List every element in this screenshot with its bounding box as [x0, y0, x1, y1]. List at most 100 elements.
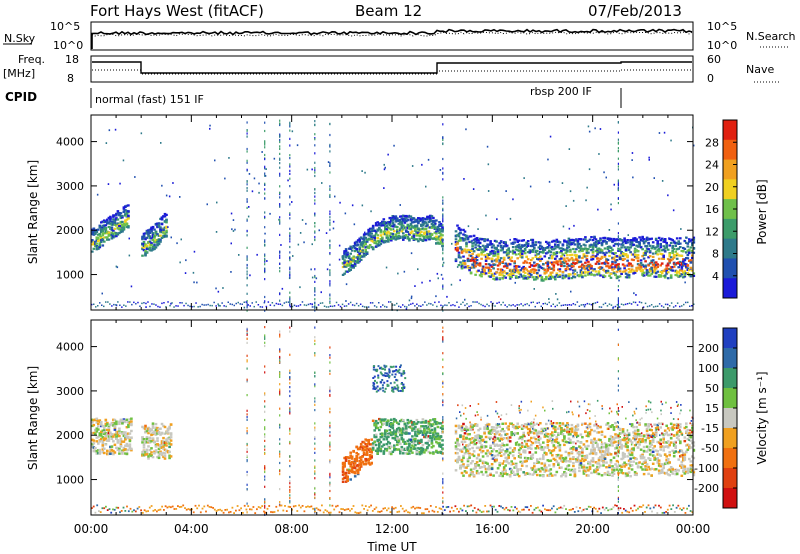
velocity-cell	[122, 448, 126, 452]
power-cell	[507, 256, 510, 259]
power-cell	[681, 305, 683, 307]
power-cell	[510, 259, 513, 263]
power-cell	[454, 248, 458, 251]
power-cell	[495, 248, 498, 251]
power-cell	[388, 220, 392, 224]
velocity-cell	[409, 448, 413, 451]
velocity-cell	[364, 443, 367, 446]
power-cell	[287, 179, 289, 182]
power-cell	[644, 245, 647, 248]
power-cell	[617, 265, 619, 268]
power-cell	[406, 236, 410, 239]
velocity-cell	[343, 472, 346, 475]
power-cell	[573, 250, 577, 253]
power-cell	[542, 247, 544, 249]
power-cell	[617, 202, 619, 205]
velocity-cell	[112, 418, 115, 421]
power-cell	[519, 269, 522, 272]
power-cell	[442, 224, 444, 227]
power-cell	[279, 222, 281, 225]
power-cell	[579, 269, 583, 272]
power-cell	[647, 237, 650, 240]
power-cell	[531, 276, 535, 279]
velocity-cell	[471, 446, 474, 450]
power-cell	[156, 226, 159, 229]
power-cell	[238, 254, 240, 256]
velocity-cell	[486, 449, 489, 452]
power-cell	[516, 244, 519, 247]
velocity-cell	[418, 439, 422, 443]
power-cell	[179, 196, 181, 198]
velocity-cell	[352, 466, 355, 469]
power-cell	[125, 218, 129, 221]
power-cell	[530, 259, 533, 262]
velocity-cell	[487, 423, 491, 426]
power-cell	[279, 303, 282, 305]
velocity-cell	[95, 436, 99, 439]
power-cell	[364, 250, 367, 253]
power-cell	[387, 222, 390, 225]
power-cell	[593, 268, 596, 271]
velocity-cell	[157, 444, 161, 447]
power-cell	[632, 258, 635, 262]
power-cell	[145, 247, 149, 250]
power-cell	[575, 239, 578, 242]
power-cell	[675, 272, 679, 275]
power-cell	[656, 270, 659, 273]
power-cell	[686, 245, 690, 248]
power-cell	[343, 272, 346, 275]
velocity-cell	[147, 431, 150, 435]
power-cell	[573, 276, 577, 279]
power-cell	[347, 269, 351, 272]
power-cell	[433, 223, 437, 226]
power-cell	[418, 305, 420, 307]
power-cell	[279, 262, 281, 265]
power-cell	[442, 196, 444, 199]
velocity-cell	[439, 426, 443, 429]
power-cell	[520, 245, 524, 249]
date-title: 07/Feb/2013	[588, 2, 682, 20]
power-cell	[122, 206, 126, 209]
power-cell	[319, 302, 322, 304]
velocity-cell	[368, 457, 372, 460]
power-cell	[110, 231, 114, 234]
power-cell	[513, 238, 516, 241]
power-cell	[98, 232, 102, 236]
velocity-cell	[478, 441, 482, 444]
power-cell	[534, 269, 538, 272]
velocity-cell	[374, 449, 378, 452]
velocity-cell	[115, 435, 118, 438]
power-cell	[160, 142, 162, 144]
power-cell	[548, 277, 551, 280]
velocity-cell	[347, 460, 351, 464]
power-cell	[400, 220, 404, 223]
cpid-label: CPID	[5, 90, 37, 104]
power-cell	[636, 257, 640, 260]
power-cell	[408, 239, 411, 242]
velocity-cell	[466, 451, 470, 455]
power-cell	[657, 236, 661, 239]
power-cell	[427, 216, 431, 219]
power-cell	[95, 230, 99, 233]
power-cell	[590, 258, 593, 261]
power-cell	[441, 234, 444, 237]
power-cell	[579, 248, 583, 252]
velocity-cell	[421, 450, 425, 453]
power-cell	[594, 255, 598, 258]
power-cell	[617, 268, 620, 272]
power-cell	[520, 256, 524, 259]
power-cell	[620, 258, 623, 261]
power-cell	[289, 137, 291, 140]
power-cell	[403, 217, 407, 220]
velocity-cell	[159, 450, 162, 453]
velocity-cell	[418, 447, 422, 451]
power-cell	[617, 302, 619, 305]
velocity-cell	[359, 458, 363, 462]
power-cell	[458, 306, 460, 308]
velocity-cell	[394, 429, 398, 432]
power-cell	[142, 249, 146, 252]
velocity-cell	[109, 435, 112, 438]
velocity-cell	[414, 437, 417, 441]
power-cell	[359, 303, 362, 305]
velocity-cell	[474, 442, 477, 446]
